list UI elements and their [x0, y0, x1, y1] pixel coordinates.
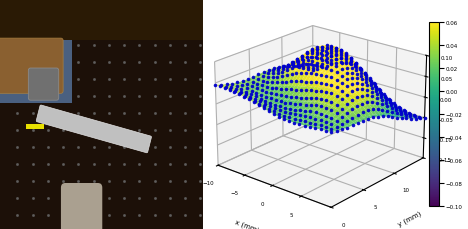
FancyBboxPatch shape [26, 124, 44, 129]
FancyBboxPatch shape [36, 106, 152, 153]
FancyBboxPatch shape [0, 39, 63, 94]
FancyBboxPatch shape [28, 69, 59, 101]
FancyBboxPatch shape [61, 183, 102, 229]
X-axis label: x (mm): x (mm) [234, 218, 260, 229]
FancyBboxPatch shape [0, 0, 228, 41]
Y-axis label: y (mm): y (mm) [397, 210, 422, 227]
FancyBboxPatch shape [0, 0, 72, 103]
